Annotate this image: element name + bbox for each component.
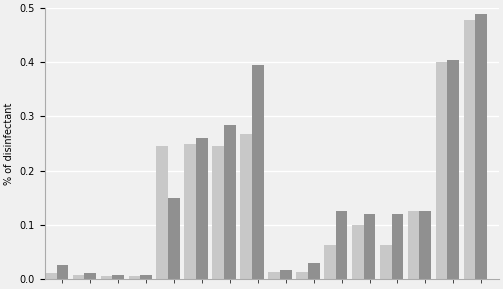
Bar (112, 275, 124, 279)
Bar (101, 276, 112, 279)
Bar (308, 263, 319, 279)
Bar (475, 14, 487, 279)
Bar (336, 211, 348, 279)
Bar (408, 211, 420, 279)
Bar (73, 275, 85, 279)
Bar (45, 273, 56, 279)
Bar (324, 245, 336, 279)
Bar (224, 125, 236, 279)
Bar (129, 276, 140, 279)
Bar (268, 272, 280, 279)
Bar (240, 134, 252, 279)
Bar (364, 214, 375, 279)
Bar (196, 138, 208, 279)
Bar (420, 211, 431, 279)
Bar (436, 62, 447, 279)
Bar (296, 272, 308, 279)
Bar (140, 275, 152, 279)
Y-axis label: % of disinfectant: % of disinfectant (4, 102, 14, 185)
Bar (447, 60, 459, 279)
Bar (391, 214, 403, 279)
Bar (252, 65, 264, 279)
Bar (280, 270, 292, 279)
Bar (156, 146, 168, 279)
Bar (212, 146, 224, 279)
Bar (352, 225, 364, 279)
Bar (380, 245, 391, 279)
Bar (56, 265, 68, 279)
Bar (168, 198, 180, 279)
Bar (85, 273, 96, 279)
Bar (185, 144, 196, 279)
Bar (464, 20, 475, 279)
